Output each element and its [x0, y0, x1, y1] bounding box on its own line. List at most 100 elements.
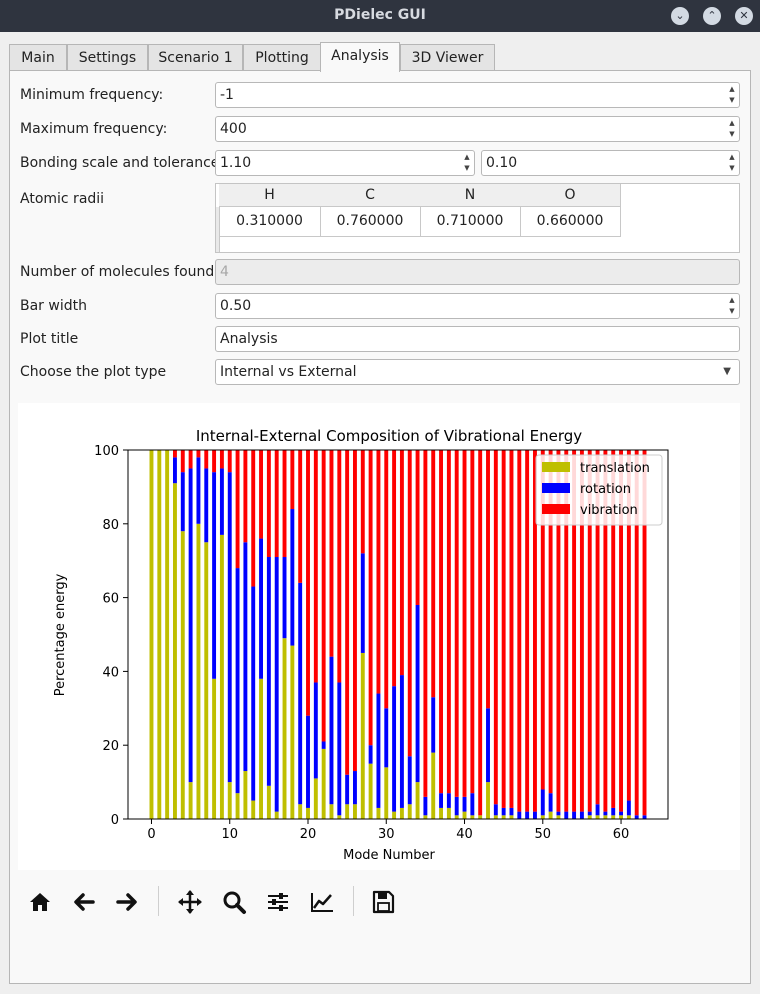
bar-width-value: 0.50	[220, 298, 252, 314]
bar-translation-mode-50	[540, 815, 545, 819]
bonding-scale-input[interactable]: 1.10 ▲ ▼	[215, 150, 475, 176]
bar-rotation-mode-25	[345, 774, 350, 805]
chevron-down-icon: ▼	[723, 366, 731, 377]
y-tick-label: 0	[111, 813, 119, 828]
bar-rotation-mode-7	[204, 468, 209, 543]
bar-vibration-mode-54	[572, 450, 577, 812]
bar-rotation-mode-63	[642, 815, 647, 819]
max-frequency-spin-icon[interactable]: ▲ ▼	[729, 119, 735, 138]
bar-translation-mode-45	[501, 815, 506, 819]
bar-vibration-mode-10	[227, 450, 232, 473]
bar-rotation-mode-47	[517, 811, 522, 819]
y-axis: 0 20 40 60 80 100	[94, 444, 128, 828]
bar-rotation-mode-14	[259, 538, 263, 679]
bar-translation-mode-58	[603, 815, 608, 819]
bar-vibration-mode-4	[180, 450, 185, 473]
bar-rotation-mode-57	[595, 804, 600, 816]
legend-label-translation: translation	[580, 461, 650, 476]
bar-vibration-mode-29	[376, 450, 381, 694]
min-frequency-value: -1	[220, 87, 234, 103]
plot-title-input[interactable]: Analysis	[215, 326, 740, 352]
bar-width-input[interactable]: 0.50 ▲ ▼	[215, 293, 740, 319]
bar-rotation-mode-34	[415, 604, 420, 783]
toolbar-separator	[158, 886, 159, 916]
y-tick-label: 20	[102, 739, 119, 754]
plot-type-select[interactable]: Internal vs External ▼	[215, 359, 740, 385]
window-title: PDielec GUI	[334, 7, 426, 23]
back-arrow-icon[interactable]	[70, 888, 98, 916]
bar-rotation-mode-6	[196, 457, 201, 524]
bar-translation-mode-36	[431, 752, 436, 819]
bar-vibration-mode-50	[540, 450, 545, 790]
bonding-tolerance-input[interactable]: 0.10 ▲ ▼	[481, 150, 740, 176]
tab-plotting[interactable]: Plotting	[243, 44, 321, 71]
bar-vibration-mode-27	[360, 450, 365, 554]
bonding-scale-value: 1.10	[220, 155, 252, 171]
tab-settings[interactable]: Settings	[67, 44, 148, 71]
min-frequency-spin-icon[interactable]: ▲ ▼	[729, 85, 735, 104]
tab-3d-viewer[interactable]: 3D Viewer	[400, 44, 495, 71]
tab-analysis[interactable]: Analysis	[320, 42, 400, 72]
minimize-icon[interactable]: ⌄	[671, 7, 689, 25]
bar-vibration-mode-7	[204, 450, 209, 469]
bar-rotation-mode-59	[611, 807, 616, 816]
bar-vibration-mode-48	[525, 450, 530, 812]
bar-vibration-mode-53	[564, 450, 569, 812]
bar-rotation-mode-23	[329, 656, 334, 805]
bar-translation-mode-4	[180, 531, 185, 819]
bar-vibration-mode-56	[587, 450, 592, 812]
bar-translation-mode-11	[235, 793, 240, 819]
home-icon[interactable]	[26, 888, 54, 916]
bar-translation-mode-56	[587, 815, 592, 819]
tab-main[interactable]: Main	[9, 44, 67, 71]
bar-rotation-mode-27	[360, 553, 365, 653]
legend-swatch-translation	[542, 462, 570, 472]
plot-toolbar	[18, 880, 740, 926]
bar-vibration-mode-36	[431, 450, 436, 698]
bar-rotation-mode-26	[353, 771, 357, 805]
bonding-scale-spin-icon[interactable]: ▲ ▼	[464, 153, 470, 172]
bar-translation-mode-5	[188, 782, 193, 819]
y-axis-label: Percentage energy	[53, 573, 68, 696]
bar-vibration-mode-37	[439, 450, 443, 794]
bar-width-spin-icon[interactable]: ▲ ▼	[729, 296, 735, 315]
bar-translation-mode-35	[423, 815, 428, 819]
bar-translation-mode-52	[556, 815, 561, 819]
subplots-config-icon[interactable]	[264, 888, 292, 916]
bar-vibration-mode-42	[478, 450, 483, 816]
save-icon[interactable]	[369, 888, 397, 916]
close-icon[interactable]: ✕	[735, 7, 753, 25]
min-frequency-input[interactable]: -1 ▲ ▼	[215, 82, 740, 108]
pan-icon[interactable]	[176, 888, 204, 916]
bar-rotation-mode-15	[266, 557, 271, 786]
tab-scenario-1[interactable]: Scenario 1	[148, 44, 243, 71]
zoom-icon[interactable]	[220, 888, 248, 916]
bar-rotation-mode-17	[282, 557, 287, 639]
plot-canvas[interactable]: Internal-External Composition of Vibrati…	[18, 403, 740, 870]
maximize-icon[interactable]: ⌃	[703, 7, 721, 25]
x-axis-label: Mode Number	[343, 848, 435, 863]
bar-vibration-mode-16	[274, 450, 279, 558]
bar-vibration-mode-8	[212, 450, 217, 473]
radii-cell-h[interactable]: 0.310000	[219, 207, 321, 237]
plot-type-label: Choose the plot type	[20, 364, 167, 380]
bar-rotation-mode-33	[407, 756, 412, 805]
bar-rotation-mode-11	[235, 568, 240, 794]
radii-cell-n[interactable]: 0.710000	[420, 207, 521, 237]
radii-header-n: N	[420, 184, 521, 207]
x-tick-label: 40	[456, 827, 473, 842]
edit-curves-icon[interactable]	[308, 888, 336, 916]
forward-arrow-icon[interactable]	[113, 888, 141, 916]
bar-vibration-mode-46	[509, 450, 514, 808]
radii-cell-o[interactable]: 0.660000	[520, 207, 621, 237]
max-frequency-input[interactable]: 400 ▲ ▼	[215, 116, 740, 142]
bar-vibration-mode-11	[235, 450, 240, 569]
radii-cell-c[interactable]: 0.760000	[320, 207, 421, 237]
bar-rotation-mode-9	[219, 468, 224, 535]
bonding-tolerance-spin-icon[interactable]: ▲ ▼	[729, 153, 735, 172]
bar-vibration-mode-12	[243, 450, 248, 543]
chart-svg: Internal-External Composition of Vibrati…	[53, 427, 669, 863]
bar-rotation-mode-19	[298, 582, 303, 805]
bar-vibration-mode-45	[501, 450, 506, 808]
bar-translation-mode-17	[282, 638, 287, 819]
